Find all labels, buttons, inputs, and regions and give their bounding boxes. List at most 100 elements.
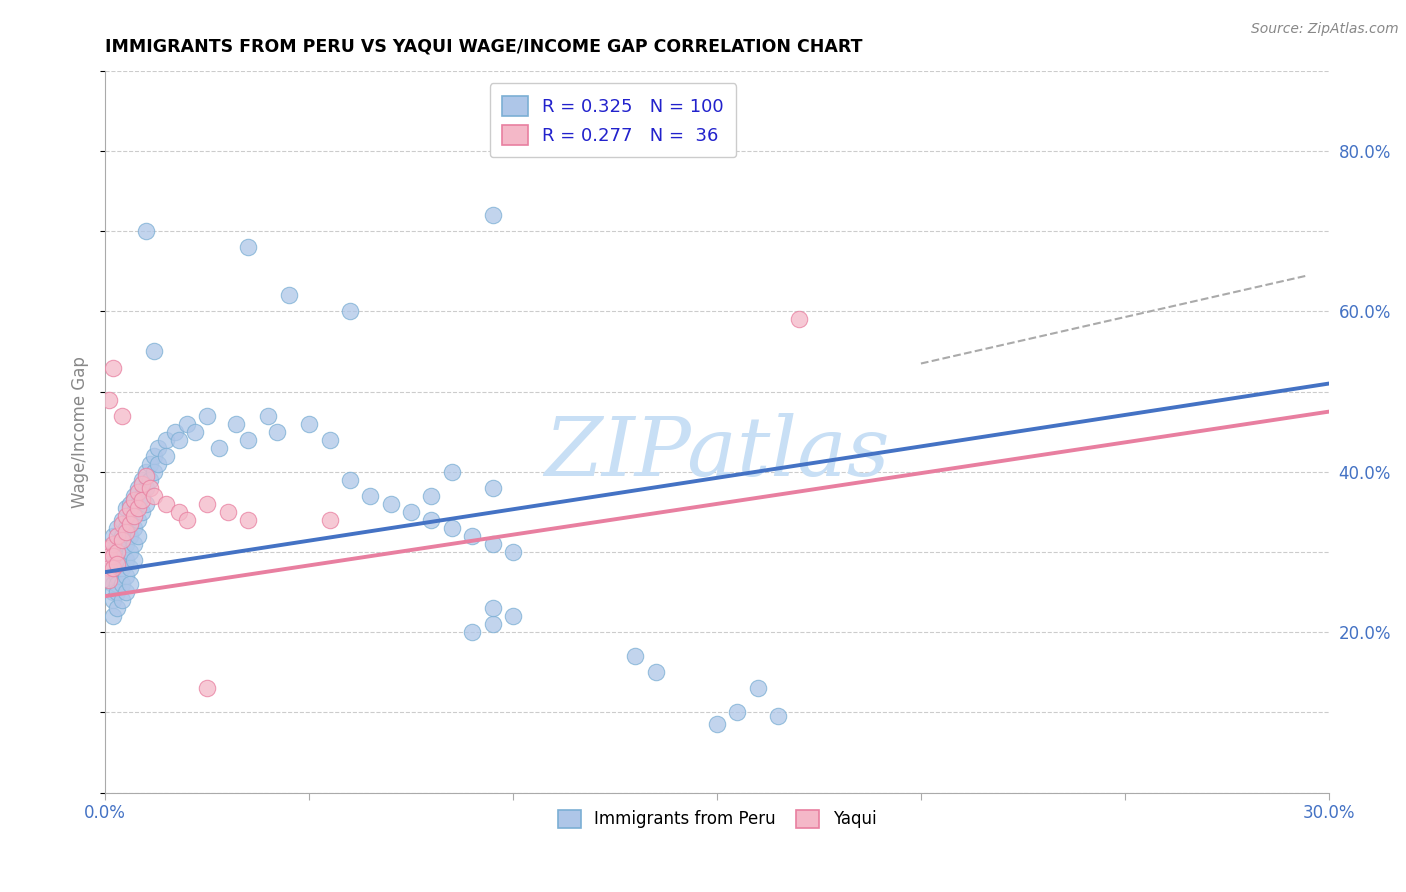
- Point: [236, 433, 259, 447]
- Point: [103, 609, 125, 624]
- Point: [440, 465, 463, 479]
- Point: [339, 473, 361, 487]
- Point: [107, 521, 129, 535]
- Point: [103, 585, 125, 599]
- Point: [167, 433, 190, 447]
- Point: [114, 524, 136, 539]
- Point: [98, 573, 121, 587]
- Point: [118, 497, 141, 511]
- Point: [236, 240, 259, 254]
- Point: [122, 489, 145, 503]
- Point: [127, 529, 149, 543]
- Point: [127, 513, 149, 527]
- Point: [176, 417, 198, 431]
- Point: [110, 516, 132, 531]
- Point: [118, 500, 141, 515]
- Point: [98, 569, 121, 583]
- Point: [208, 441, 231, 455]
- Point: [481, 617, 503, 632]
- Point: [266, 425, 288, 439]
- Text: IMMIGRANTS FROM PERU VS YAQUI WAGE/INCOME GAP CORRELATION CHART: IMMIGRANTS FROM PERU VS YAQUI WAGE/INCOM…: [105, 37, 863, 55]
- Point: [440, 521, 463, 535]
- Point: [114, 585, 136, 599]
- Point: [766, 709, 789, 723]
- Point: [118, 577, 141, 591]
- Point: [98, 553, 121, 567]
- Point: [225, 417, 247, 431]
- Point: [155, 449, 177, 463]
- Point: [103, 529, 125, 543]
- Point: [114, 569, 136, 583]
- Point: [110, 561, 132, 575]
- Point: [298, 417, 321, 431]
- Point: [167, 505, 190, 519]
- Point: [420, 489, 443, 503]
- Point: [195, 681, 218, 696]
- Point: [143, 465, 166, 479]
- Point: [139, 457, 162, 471]
- Point: [131, 505, 153, 519]
- Point: [195, 409, 218, 423]
- Point: [114, 553, 136, 567]
- Point: [143, 489, 166, 503]
- Point: [787, 312, 810, 326]
- Point: [98, 392, 121, 407]
- Point: [114, 521, 136, 535]
- Point: [176, 513, 198, 527]
- Point: [122, 492, 145, 507]
- Point: [122, 508, 145, 523]
- Text: Source: ZipAtlas.com: Source: ZipAtlas.com: [1251, 22, 1399, 37]
- Point: [135, 468, 157, 483]
- Point: [107, 585, 129, 599]
- Point: [131, 492, 153, 507]
- Point: [122, 537, 145, 551]
- Point: [107, 557, 129, 571]
- Point: [122, 553, 145, 567]
- Point: [103, 593, 125, 607]
- Point: [110, 593, 132, 607]
- Point: [98, 573, 121, 587]
- Point: [481, 481, 503, 495]
- Point: [257, 409, 280, 423]
- Point: [127, 500, 149, 515]
- Legend: Immigrants from Peru, Yaqui: Immigrants from Peru, Yaqui: [551, 803, 883, 835]
- Point: [107, 537, 129, 551]
- Point: [118, 513, 141, 527]
- Text: ZIPatlas: ZIPatlas: [544, 413, 890, 493]
- Point: [110, 533, 132, 547]
- Point: [127, 484, 149, 499]
- Point: [98, 561, 121, 575]
- Point: [131, 489, 153, 503]
- Point: [747, 681, 769, 696]
- Point: [114, 500, 136, 515]
- Point: [139, 473, 162, 487]
- Point: [103, 561, 125, 575]
- Point: [148, 457, 170, 471]
- Point: [118, 529, 141, 543]
- Point: [110, 529, 132, 543]
- Point: [139, 481, 162, 495]
- Point: [420, 513, 443, 527]
- Point: [103, 577, 125, 591]
- Point: [277, 288, 299, 302]
- Point: [118, 561, 141, 575]
- Point: [114, 508, 136, 523]
- Point: [98, 541, 121, 555]
- Point: [110, 409, 132, 423]
- Point: [114, 537, 136, 551]
- Point: [135, 224, 157, 238]
- Point: [107, 577, 129, 591]
- Point: [339, 304, 361, 318]
- Point: [107, 601, 129, 615]
- Point: [110, 545, 132, 559]
- Point: [98, 541, 121, 555]
- Point: [163, 425, 186, 439]
- Point: [461, 529, 484, 543]
- Point: [122, 505, 145, 519]
- Point: [103, 545, 125, 559]
- Point: [131, 473, 153, 487]
- Point: [644, 665, 666, 680]
- Point: [98, 549, 121, 563]
- Point: [184, 425, 207, 439]
- Point: [135, 497, 157, 511]
